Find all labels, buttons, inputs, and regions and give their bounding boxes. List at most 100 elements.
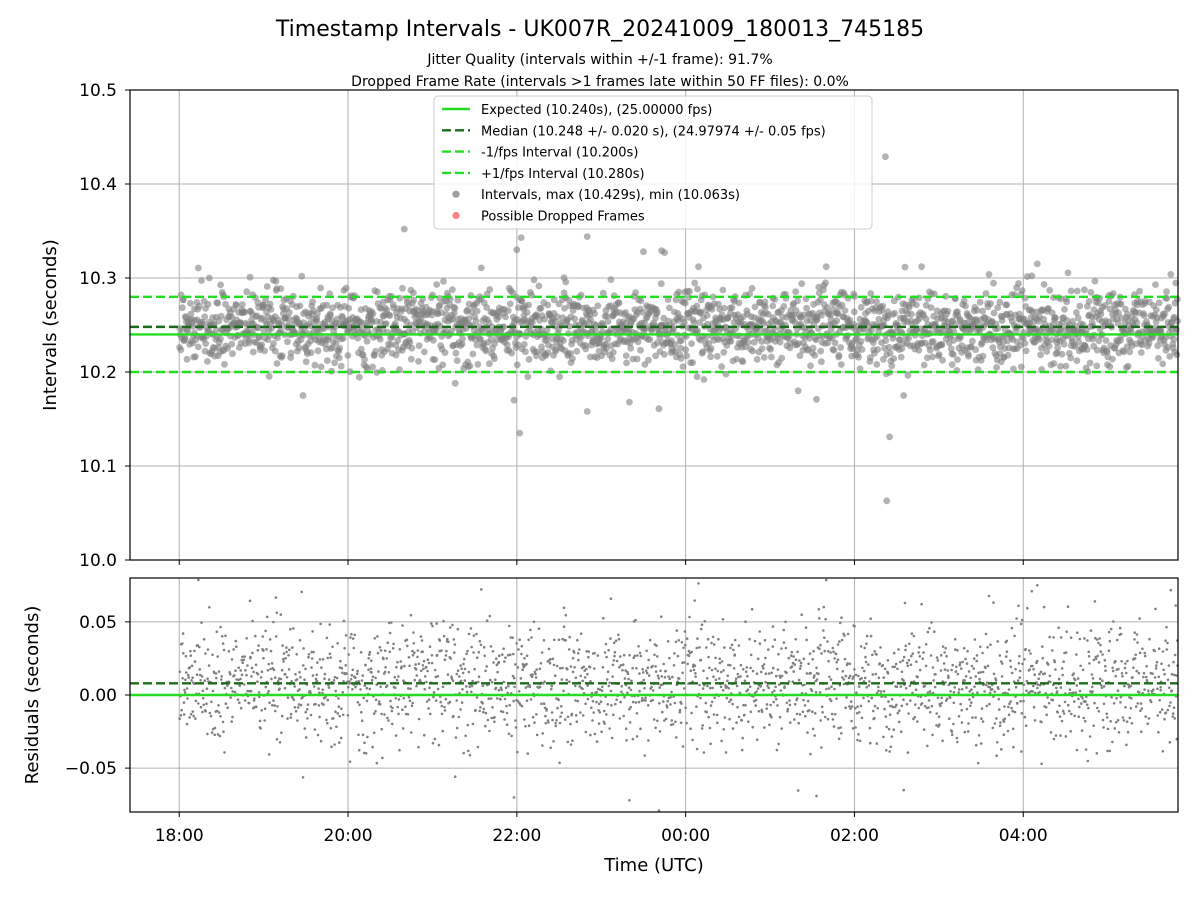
- residual-point: [575, 720, 579, 723]
- residual-point: [537, 627, 541, 630]
- interval-point: [1058, 319, 1066, 327]
- residual-point: [640, 699, 644, 702]
- residual-point: [526, 752, 530, 755]
- interval-point: [879, 302, 887, 310]
- residual-point: [600, 689, 604, 693]
- residual-point: [200, 675, 204, 678]
- interval-point: [262, 296, 269, 304]
- residual-point: [239, 706, 243, 710]
- interval-point: [824, 339, 832, 347]
- residual-point: [1005, 650, 1009, 653]
- residual-point: [917, 706, 921, 710]
- residual-point: [507, 684, 510, 688]
- residual-point: [896, 667, 899, 671]
- residual-point: [638, 672, 641, 675]
- residual-point: [558, 761, 561, 765]
- residual-point: [1026, 606, 1029, 610]
- interval-point: [683, 352, 691, 360]
- residual-point: [309, 713, 313, 717]
- interval-point: [1155, 299, 1163, 307]
- residual-point: [910, 654, 913, 658]
- residual-point: [285, 646, 288, 649]
- interval-point: [760, 354, 768, 361]
- residual-point: [988, 686, 992, 689]
- interval-point: [357, 345, 365, 353]
- residual-point: [970, 664, 974, 668]
- residual-point: [996, 741, 999, 744]
- interval-point: [622, 309, 629, 316]
- residual-point: [561, 666, 564, 670]
- interval-point: [538, 343, 545, 351]
- residual-point: [960, 708, 963, 712]
- residual-point: [495, 697, 499, 700]
- bottom-y-ticks: −0.050.000.05: [65, 613, 130, 779]
- interval-point: [1044, 305, 1052, 312]
- interval-point: [202, 340, 210, 347]
- residual-point: [645, 671, 649, 675]
- residual-point: [641, 667, 644, 671]
- residual-point: [263, 719, 266, 722]
- residual-point: [933, 630, 936, 633]
- residual-point: [710, 700, 714, 704]
- residual-point: [809, 671, 812, 675]
- residual-point: [637, 645, 640, 648]
- residual-point: [323, 672, 327, 676]
- residual-point: [608, 681, 611, 685]
- residual-point: [895, 685, 899, 688]
- residual-point: [434, 675, 438, 679]
- interval-point: [410, 296, 418, 304]
- residual-point: [997, 687, 1000, 691]
- residual-point: [180, 708, 183, 712]
- residual-point: [727, 663, 730, 667]
- residual-point: [312, 685, 316, 688]
- interval-point: [691, 279, 699, 287]
- interval-point: [307, 349, 315, 357]
- residual-point: [683, 687, 686, 690]
- interval-point: [344, 352, 352, 359]
- interval-point: [391, 320, 399, 327]
- interval-point: [604, 318, 612, 325]
- residual-point: [853, 668, 856, 671]
- residual-point: [494, 686, 498, 690]
- interval-point: [1164, 344, 1172, 351]
- bottom-y-tick-label: 0.00: [79, 686, 117, 706]
- residual-point: [590, 691, 594, 695]
- interval-point: [541, 315, 548, 323]
- residual-point: [636, 654, 639, 657]
- residual-point: [1043, 672, 1047, 675]
- residual-point: [1071, 691, 1075, 695]
- interval-point: [553, 313, 561, 321]
- residual-point: [1123, 684, 1126, 688]
- residual-point: [293, 685, 297, 688]
- interval-point: [459, 335, 466, 343]
- interval-point: [376, 335, 384, 343]
- residual-point: [508, 624, 511, 628]
- residual-point: [859, 645, 863, 648]
- interval-outlier-point: [655, 405, 663, 413]
- residual-point: [710, 668, 714, 672]
- interval-point: [243, 288, 251, 296]
- residual-point: [460, 701, 464, 704]
- residual-point: [555, 664, 559, 668]
- top-y-tick-label: 10.4: [79, 175, 117, 195]
- interval-point: [1060, 340, 1068, 348]
- interval-point: [603, 312, 610, 320]
- residual-point: [440, 704, 444, 708]
- residual-point: [811, 658, 814, 661]
- interval-point: [1004, 351, 1012, 359]
- interval-point: [1074, 314, 1082, 322]
- residual-point: [635, 712, 639, 715]
- residual-point: [1137, 671, 1141, 675]
- residual-point: [851, 727, 855, 730]
- residual-point: [246, 664, 249, 667]
- residual-point: [243, 699, 247, 702]
- residual-point: [510, 734, 513, 738]
- residual-point: [929, 654, 933, 657]
- residual-point: [694, 675, 697, 678]
- residual-point: [471, 722, 475, 726]
- residual-point: [337, 697, 340, 700]
- interval-point: [1101, 302, 1109, 309]
- interval-point: [415, 342, 423, 350]
- residual-point: [602, 709, 606, 713]
